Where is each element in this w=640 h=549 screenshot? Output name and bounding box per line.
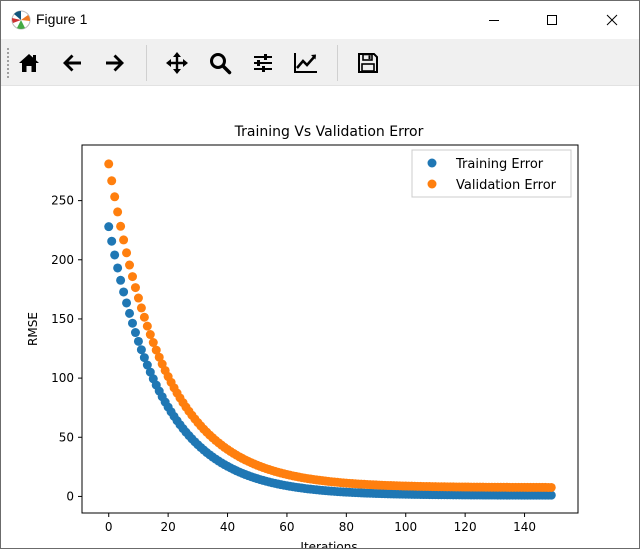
arrow-right-icon: [106, 54, 124, 72]
training-error-point: [113, 263, 123, 273]
home-icon: [19, 54, 39, 72]
search-icon: [210, 53, 232, 75]
legend-label-validation: Validation Error: [456, 178, 557, 193]
axis-ticks: 0 20 40 60 80 100 120 140 0 50 100 150 200 250: [51, 194, 536, 534]
training-error-point: [130, 328, 140, 338]
y-tick-label: 150: [51, 312, 74, 326]
validation-error-point: [119, 235, 129, 245]
edit-axis-button[interactable]: [290, 47, 322, 79]
matplotlib-logo-icon: [11, 10, 31, 30]
chart[interactable]: Training Vs Validation Error 0 20 40 60 80 10…: [1, 86, 639, 548]
training-error-point: [104, 222, 114, 232]
training-error-point: [133, 336, 143, 346]
x-axis-label: Iterations: [300, 540, 357, 548]
x-tick-label: 0: [105, 520, 113, 534]
validation-error-point: [133, 293, 143, 303]
validation-error-point: [127, 272, 137, 282]
training-error-point: [107, 236, 117, 246]
title-bar: Figure 1: [1, 1, 639, 39]
y-axis-label: RMSE: [26, 312, 40, 346]
validation-error-point: [142, 321, 152, 331]
move-icon: [166, 52, 188, 74]
y-tick-label: 50: [59, 430, 74, 444]
validation-error-point: [110, 192, 120, 202]
legend-box: [411, 149, 572, 198]
training-error-point: [110, 250, 120, 260]
training-error-point: [122, 298, 132, 308]
training-error-point: [136, 345, 146, 355]
training-error-point: [142, 360, 152, 370]
legend-marker-training: [427, 158, 437, 168]
validation-error-point: [139, 312, 149, 322]
y-tick-label: 250: [51, 194, 74, 208]
training-error-point: [116, 275, 126, 285]
validation-error-point: [148, 338, 158, 348]
close-icon: [606, 14, 618, 26]
validation-error-point: [136, 303, 146, 313]
forward-button[interactable]: [99, 47, 131, 79]
training-error-point: [119, 287, 129, 297]
validation-error-point: [154, 352, 164, 362]
x-tick-label: 60: [279, 520, 294, 534]
figure-canvas[interactable]: Training Vs Validation Error 0 20 40 60 80 10…: [1, 86, 639, 548]
home-button[interactable]: [13, 47, 45, 79]
line-chart-icon: [294, 53, 317, 73]
training-error-point: [127, 318, 137, 328]
validation-error-point: [122, 248, 132, 258]
chart-title: Training Vs Validation Error: [234, 124, 424, 140]
legend-marker-validation: [427, 179, 437, 189]
validation-error-point: [104, 159, 114, 169]
close-button[interactable]: [589, 1, 635, 39]
back-button[interactable]: [56, 47, 88, 79]
pan-button[interactable]: [161, 47, 193, 79]
validation-error-point: [116, 221, 126, 231]
sliders-icon: [254, 54, 272, 72]
zoom-button[interactable]: [204, 47, 236, 79]
training-error-point: [125, 308, 135, 318]
window-title: Figure 1: [36, 11, 88, 27]
x-tick-label: 40: [220, 520, 235, 534]
y-tick-label: 200: [51, 253, 74, 267]
validation-error-point: [113, 207, 123, 217]
legend-label-training: Training Error: [455, 157, 544, 172]
arrow-left-icon: [63, 54, 81, 72]
minimize-button[interactable]: [471, 1, 517, 39]
validation-error-point: [151, 345, 161, 355]
floppy-disk-icon: [358, 53, 378, 73]
toolbar-separator: [337, 45, 338, 81]
validation-error-point: [125, 260, 135, 270]
y-tick-label: 0: [66, 489, 74, 503]
toolbar-grip[interactable]: [6, 47, 10, 79]
validation-error-point: [107, 176, 117, 186]
scatter-points: [104, 159, 556, 500]
maximize-icon: [547, 15, 557, 25]
validation-error-point: [546, 482, 556, 492]
legend: Training Error Validation Error: [411, 149, 572, 198]
minimize-icon: [489, 20, 499, 21]
toolbar-separator: [146, 45, 147, 81]
x-tick-label: 100: [394, 520, 417, 534]
x-tick-label: 140: [513, 520, 536, 534]
axes-frame: [81, 144, 579, 514]
x-tick-label: 20: [160, 520, 175, 534]
x-tick-label: 80: [339, 520, 354, 534]
validation-error-point: [130, 283, 140, 293]
training-error-point: [139, 353, 149, 363]
x-tick-label: 120: [454, 520, 477, 534]
subplots-button[interactable]: [247, 47, 279, 79]
maximize-button[interactable]: [529, 1, 575, 39]
validation-error-point: [145, 330, 155, 340]
save-button[interactable]: [352, 47, 384, 79]
training-error-point: [546, 490, 556, 500]
y-tick-label: 100: [51, 371, 74, 385]
navigation-toolbar: [1, 39, 639, 86]
